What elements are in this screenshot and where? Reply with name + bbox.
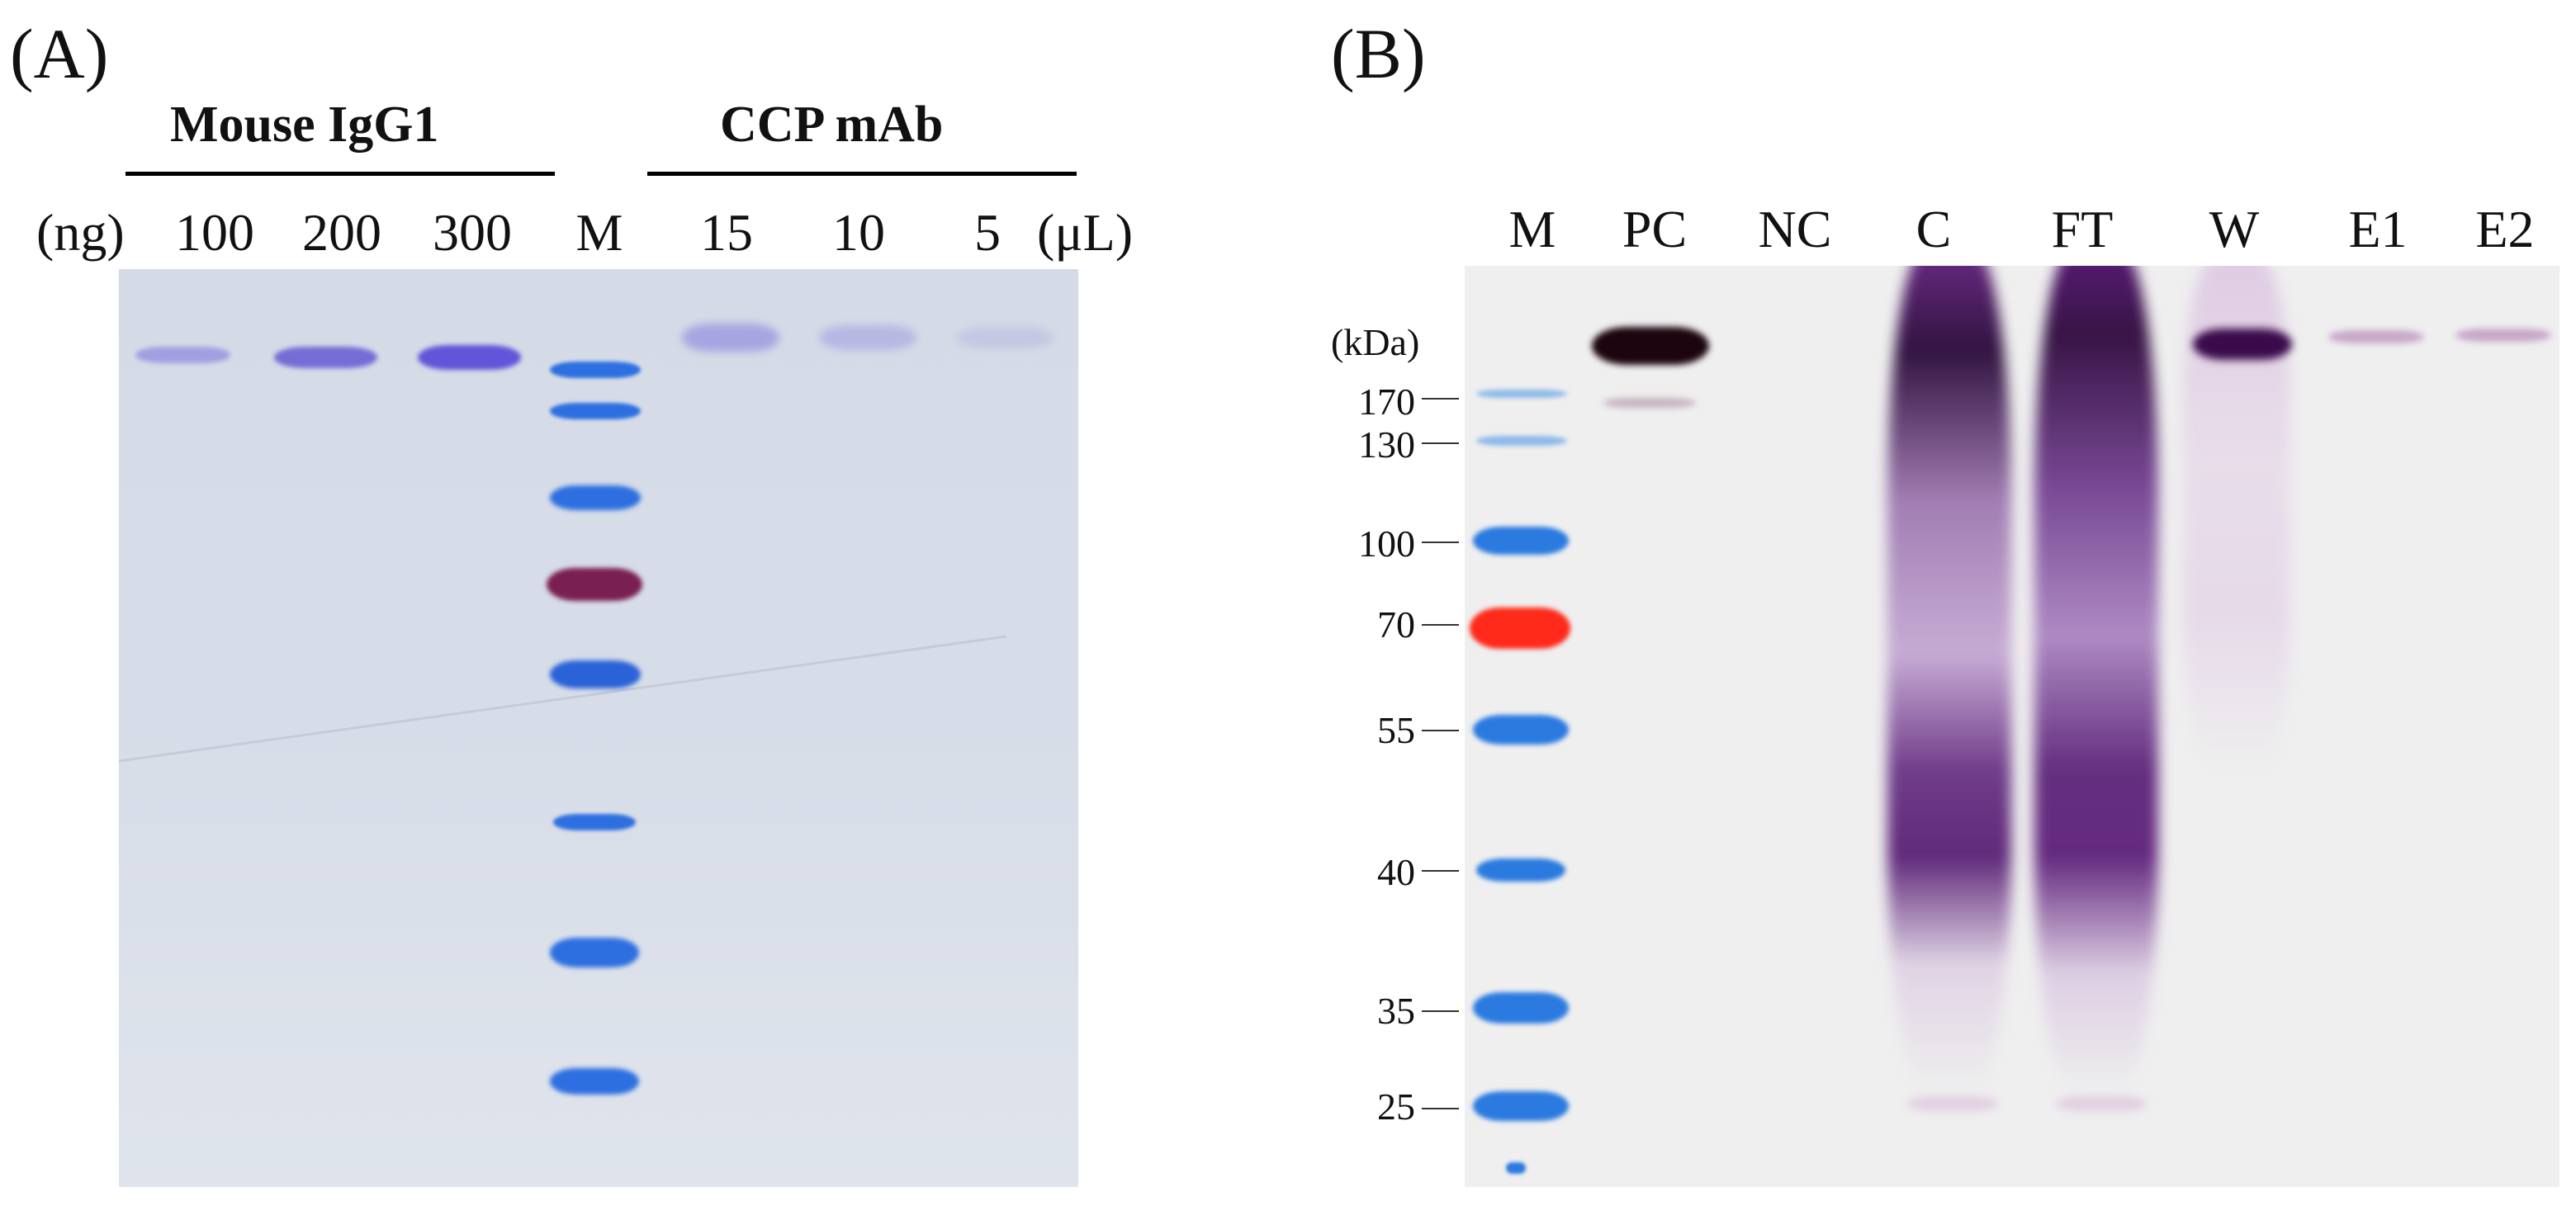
ul-unit-label: (μL) — [1037, 203, 1134, 262]
panel-a-label: (A) — [10, 14, 109, 93]
mw-label-130: 130 — [1358, 423, 1415, 466]
lane-label-300: 300 — [433, 203, 512, 262]
mw-tick-35 — [1422, 1010, 1459, 1012]
mw-label-55: 55 — [1377, 709, 1415, 751]
band-e2 — [2455, 329, 2551, 342]
mw-label-35: 35 — [1377, 990, 1415, 1032]
band-ft-25 — [2056, 1096, 2147, 1111]
band-pc — [1592, 327, 1709, 365]
mw-tick-170 — [1422, 398, 1459, 400]
ccp-mab-title: CCP mAb — [720, 97, 944, 153]
marker-b-band-40 — [1476, 858, 1565, 882]
marker-b-band-25 — [1473, 1091, 1569, 1121]
band-c-25 — [1907, 1096, 1998, 1111]
marker-b-band-dot — [1506, 1162, 1526, 1174]
lane-label-15: 15 — [700, 203, 753, 262]
ng-unit-label: (ng) — [36, 203, 125, 262]
marker-a-band-5 — [550, 660, 641, 688]
marker-a-band-4 — [547, 568, 642, 601]
mw-label-170: 170 — [1358, 381, 1415, 423]
marker-a-band-8 — [550, 1068, 639, 1095]
mw-tick-100 — [1422, 542, 1459, 543]
lane-label-c: C — [1915, 200, 1952, 258]
band-ccp-10 — [819, 325, 916, 350]
band-ccp-15 — [682, 324, 779, 352]
marker-a-band-7 — [550, 938, 639, 967]
marker-b-band-55 — [1473, 715, 1569, 745]
kda-unit-label: (kDa) — [1331, 321, 1420, 363]
marker-b-band-100 — [1473, 527, 1569, 555]
mouse-igg1-bracket — [125, 172, 555, 176]
mw-tick-40 — [1422, 870, 1459, 872]
gel-scratch — [119, 635, 1006, 764]
smear-lane-ft — [2034, 266, 2158, 1091]
band-ccp-5 — [956, 327, 1054, 348]
marker-a-band-1 — [550, 362, 641, 378]
marker-b-band-170 — [1476, 390, 1567, 398]
band-igg1-200 — [274, 347, 377, 368]
band-igg1-100 — [135, 347, 230, 363]
mw-tick-130 — [1422, 442, 1459, 444]
lane-label-marker: M — [575, 203, 623, 262]
lane-label-pc: PC — [1622, 200, 1688, 258]
lane-label-e2: E2 — [2475, 200, 2535, 258]
mw-tick-70 — [1422, 624, 1459, 626]
marker-b-band-70 — [1470, 608, 1570, 649]
gel-image-a — [119, 269, 1078, 1187]
marker-b-band-130 — [1476, 436, 1567, 446]
ccp-mab-bracket — [647, 172, 1077, 176]
lane-label-100: 100 — [175, 203, 254, 262]
mw-label-25: 25 — [1377, 1085, 1415, 1128]
marker-a-band-6 — [553, 814, 636, 830]
panel-b-label: (B) — [1331, 14, 1426, 93]
band-igg1-300 — [418, 345, 521, 370]
marker-a-band-3 — [550, 485, 641, 510]
marker-b-band-35 — [1473, 992, 1569, 1024]
mw-label-100: 100 — [1358, 523, 1415, 565]
smear-lane-c — [1887, 266, 2011, 1091]
band-pc-minor — [1603, 398, 1696, 408]
band-e1 — [2328, 330, 2424, 343]
lane-label-w: W — [2209, 200, 2260, 258]
gel-image-b — [1465, 266, 2559, 1187]
mw-tick-55 — [1422, 730, 1459, 731]
mouse-igg1-title: Mouse IgG1 — [170, 97, 439, 153]
lane-label-m: M — [1508, 200, 1556, 258]
lane-label-10: 10 — [832, 203, 885, 262]
lane-label-ft: FT — [2051, 200, 2114, 258]
lane-label-e1: E1 — [2348, 200, 2408, 258]
mw-tick-25 — [1422, 1108, 1459, 1109]
lane-label-200: 200 — [302, 203, 381, 262]
lane-label-5: 5 — [974, 203, 1001, 262]
marker-a-band-2 — [550, 403, 641, 419]
band-w — [2193, 329, 2292, 360]
mw-label-40: 40 — [1377, 851, 1415, 893]
lane-label-nc: NC — [1758, 200, 1832, 258]
mw-label-70: 70 — [1377, 603, 1415, 646]
